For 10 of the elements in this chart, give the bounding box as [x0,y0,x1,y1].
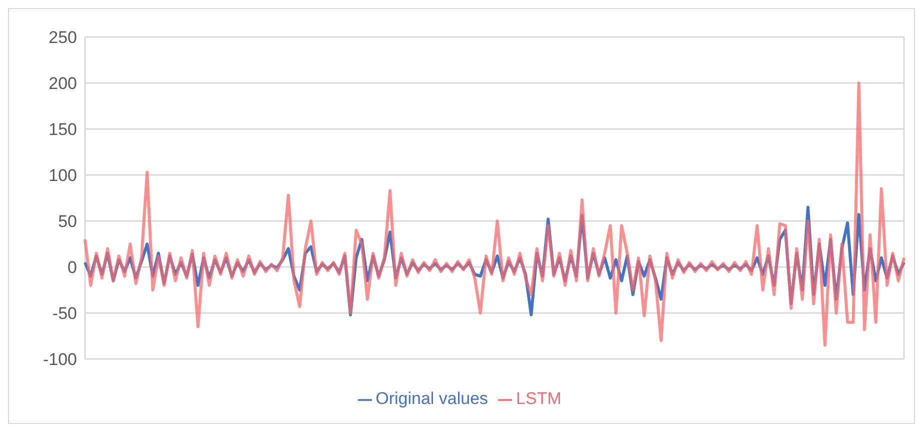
legend-label: Original values [376,389,488,408]
y-tick-label: -100 [42,350,77,370]
y-tick-label: 250 [48,28,77,48]
y-tick-label: -50 [52,304,77,324]
y-tick-label: 200 [48,74,77,94]
y-tick-label: 150 [48,120,77,140]
y-tick-label: 100 [48,166,77,186]
y-tick-label: 50 [58,212,77,232]
y-tick-label: 0 [68,258,77,278]
legend-label: LSTM [516,389,562,408]
